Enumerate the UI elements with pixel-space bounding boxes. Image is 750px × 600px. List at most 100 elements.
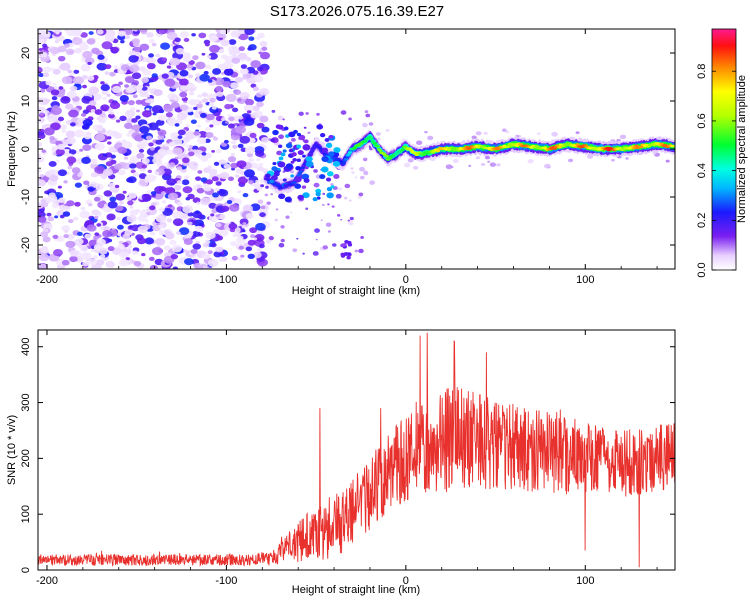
- noise-cell: [50, 47, 60, 55]
- scatter-cell: [302, 252, 305, 255]
- noise-cell: [80, 32, 88, 38]
- noise-cell: [135, 99, 143, 105]
- noise-cell: [93, 196, 101, 202]
- noise-cell: [144, 237, 155, 245]
- noise-cell: [52, 82, 57, 86]
- x-tick-label: 0: [403, 274, 409, 286]
- noise-cell: [234, 232, 240, 237]
- noise-cell: [52, 202, 60, 209]
- noise-cell: [237, 115, 244, 120]
- scatter-cell: [298, 111, 304, 116]
- scatter-cell: [357, 195, 362, 199]
- noise-cell: [245, 246, 253, 252]
- noise-cell: [141, 252, 146, 257]
- noise-cell: [250, 60, 261, 68]
- noise-cell: [82, 144, 92, 152]
- chaos-cell: [315, 188, 322, 194]
- colorbar-tick-label: 0.2: [696, 213, 708, 228]
- noise-cell: [96, 29, 104, 35]
- scatter-cell: [337, 187, 342, 191]
- noise-cell: [185, 144, 190, 148]
- noise-cell: [242, 204, 253, 213]
- noise-cell: [130, 107, 136, 111]
- noise-cell: [194, 225, 204, 233]
- noise-cell: [252, 251, 262, 259]
- scatter-cell: [332, 243, 337, 247]
- ridge-cell: [297, 172, 302, 176]
- noise-cell: [73, 76, 84, 85]
- noise-cell: [215, 246, 224, 253]
- noise-cell: [124, 122, 133, 129]
- noise-cell: [95, 259, 105, 266]
- noise-cell: [61, 129, 67, 133]
- noise-cell: [193, 106, 198, 111]
- noise-cell: [179, 69, 189, 77]
- noise-cell: [163, 104, 174, 113]
- chaos-cell: [303, 178, 310, 183]
- noise-cell: [201, 92, 208, 97]
- chaos-cell: [316, 196, 321, 200]
- noise-cell: [209, 97, 216, 103]
- isolated-cell: [346, 255, 351, 260]
- noise-cell: [195, 61, 206, 70]
- noise-cell: [208, 34, 219, 42]
- scatter-cell: [343, 196, 348, 200]
- noise-cell: [82, 109, 90, 115]
- noise-cell: [87, 186, 95, 192]
- colorbar: 0.0 0.2 0.4 0.6 0.8 Normalized spectral ampl…: [696, 28, 748, 278]
- noise-cell: [42, 43, 48, 48]
- noise-cell: [103, 190, 113, 197]
- noise-cell: [129, 155, 140, 163]
- noise-cell: [188, 151, 195, 157]
- noise-cell: [230, 152, 236, 157]
- noise-cell: [244, 98, 255, 106]
- noise-cell: [38, 133, 46, 139]
- noise-cell: [45, 80, 52, 86]
- noise-cell: [218, 189, 229, 197]
- noise-cell: [232, 144, 238, 149]
- scatter-cell: [359, 175, 365, 180]
- scatter-cell: [268, 236, 274, 241]
- faint-cell: [452, 158, 459, 164]
- noise-cell: [188, 144, 193, 149]
- noise-cell: [57, 116, 65, 122]
- noise-cell: [237, 235, 244, 241]
- noise-cell: [255, 157, 261, 162]
- noise-cell: [137, 237, 147, 245]
- chaos-cell: [333, 173, 340, 179]
- chaos-cell: [280, 152, 286, 157]
- noise-cell: [212, 192, 220, 198]
- noise-cell: [243, 117, 255, 126]
- chaos-cell: [301, 185, 307, 189]
- noise-cell: [116, 216, 121, 221]
- noise-cell: [65, 48, 75, 56]
- noise-cell: [38, 72, 44, 78]
- noise-cell: [102, 96, 107, 101]
- noise-cell: [177, 135, 183, 139]
- noise-cell: [243, 169, 255, 178]
- noise-cell: [152, 175, 157, 179]
- chaos-cell: [326, 192, 334, 199]
- noise-cell: [105, 129, 115, 137]
- noise-cell: [209, 44, 221, 53]
- colorbar-tick-label: 0.4: [696, 163, 708, 178]
- noise-cell: [155, 53, 161, 58]
- noise-cell: [126, 132, 132, 137]
- noise-cell: [57, 55, 66, 62]
- noise-cell: [187, 74, 194, 79]
- noise-cell: [169, 57, 181, 66]
- noise-cell: [71, 37, 83, 46]
- ridge-cell: [298, 170, 304, 173]
- noise-cell: [239, 135, 251, 144]
- noise-cell: [190, 248, 198, 255]
- noise-cell: [218, 257, 225, 262]
- noise-cell: [225, 93, 237, 102]
- ridge-cell: [394, 153, 399, 156]
- isolated-cell: [347, 242, 353, 247]
- noise-cell: [170, 253, 179, 260]
- noise-cell: [238, 46, 246, 52]
- noise-cell: [50, 89, 60, 96]
- noise-cell: [227, 156, 237, 163]
- chaos-cell: [321, 156, 329, 163]
- noise-cell: [214, 187, 220, 192]
